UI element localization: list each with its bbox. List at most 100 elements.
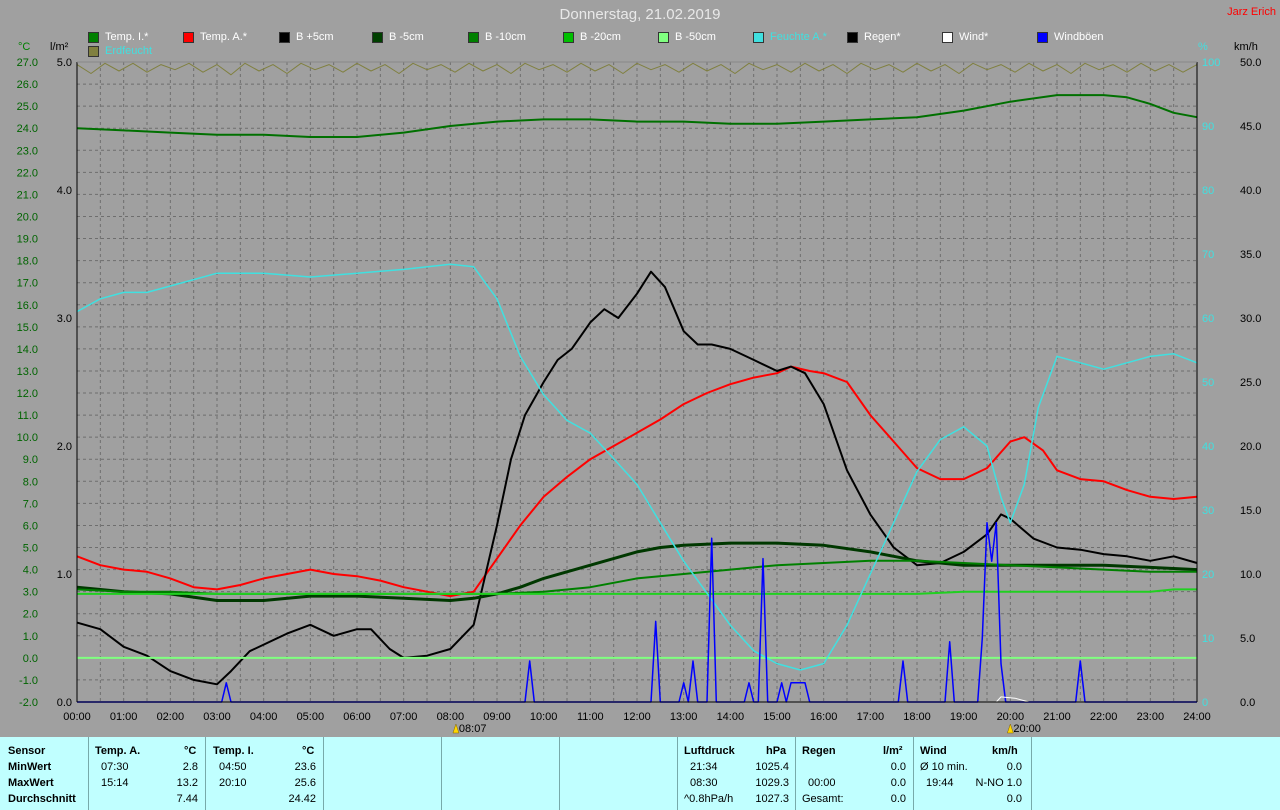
pressure-max-value: 1029.3 (755, 777, 789, 789)
humidity-tick-label: 20 (1202, 569, 1214, 581)
legend-swatch (183, 31, 194, 43)
series-line (76, 263, 1198, 671)
wind-tick-label: 35.0 (1240, 249, 1261, 261)
rain-total-value: 0.0 (890, 793, 906, 805)
pressure-trend: ^0.8hPa/h (684, 793, 734, 805)
sun-marker-icon (452, 723, 460, 734)
humidity-tick-label: 10 (1202, 633, 1214, 645)
wind-avg-value: 0.0 (1006, 761, 1022, 773)
legend-item: B -50cm (658, 31, 716, 43)
time-tick-label: 19:00 (950, 711, 978, 723)
temp-a-min-value: 2.8 (182, 761, 198, 773)
series-line (995, 696, 1030, 703)
rain-current-value: 0.0 (890, 761, 906, 773)
temp-tick-label: 15.0 (17, 322, 38, 334)
time-tick-label: 08:00 (437, 711, 465, 723)
humidity-tick-label: 80 (1202, 185, 1214, 197)
wind-tick-label: 25.0 (1240, 377, 1261, 389)
temp-a-unit: °C (184, 745, 197, 757)
legend-label: Temp. I.* (105, 31, 149, 43)
time-tick-label: 12:00 (623, 711, 651, 723)
legend-swatch (753, 31, 764, 43)
temp-tick-label: 11.0 (17, 410, 38, 422)
time-tick-label: 17:00 (857, 711, 885, 723)
legend-label: B +5cm (296, 31, 334, 43)
legend-swatch (563, 31, 574, 43)
rain-tick-label: 5.0 (57, 57, 72, 69)
author-label: Jarz Erich (1227, 6, 1276, 18)
temp-i-avg-value: 24.42 (288, 793, 316, 805)
humidity-tick-label: 40 (1202, 441, 1214, 453)
legend-swatch (658, 31, 669, 43)
humidity-tick-label: 100 (1202, 57, 1220, 69)
temp-tick-label: 17.0 (17, 278, 38, 290)
wind-header: Wind (920, 745, 947, 757)
temp-a-min-time: 07:30 (101, 761, 129, 773)
pressure-header: Luftdruck (684, 745, 735, 757)
legend-item: Windböen (1037, 31, 1104, 43)
temp-tick-label: 5.0 (23, 543, 38, 555)
temp-tick-label: 3.0 (23, 587, 38, 599)
rain-unit: l/m² (883, 745, 903, 757)
temp-tick-label: 0.0 (23, 653, 38, 665)
legend-swatch (372, 31, 383, 43)
legend-swatch (88, 31, 99, 43)
time-tick-label: 15:00 (763, 711, 791, 723)
page-title: Donnerstag, 21.02.2019 (559, 6, 721, 23)
time-tick-label: 01:00 (110, 711, 138, 723)
time-tick-label: 14:00 (717, 711, 745, 723)
temp-tick-label: 21.0 (17, 189, 38, 201)
rain-tick-label: 1.0 (57, 569, 72, 581)
legend-label: Feuchte A.* (770, 31, 827, 43)
temp-tick-label: 10.0 (17, 432, 38, 444)
pressure-avg-value: 1027.3 (755, 793, 789, 805)
series-line (76, 62, 1198, 76)
legend-label: Erdfeucht (105, 45, 153, 57)
row-label-min: MinWert (8, 761, 52, 773)
row-label-max: MaxWert (8, 777, 54, 789)
time-tick-label: 18:00 (903, 711, 931, 723)
time-tick-label: 03:00 (203, 711, 231, 723)
wind-avg-label: Ø 10 min. (920, 761, 968, 773)
temp-i-max-value: 25.6 (294, 777, 316, 789)
wind-tick-label: 15.0 (1240, 505, 1261, 517)
temp-tick-label: 12.0 (17, 388, 38, 400)
time-tick-label: 16:00 (810, 711, 838, 723)
rain-tick-label: 2.0 (57, 441, 72, 453)
series-line (76, 270, 1198, 686)
legend-item: B +5cm (279, 31, 334, 43)
time-tick-label: 04:00 (250, 711, 278, 723)
row-label-avg: Durchschnitt (8, 793, 76, 805)
legend-label: B -50cm (675, 31, 716, 43)
temp-tick-label: 22.0 (17, 167, 38, 179)
temp-tick-label: 2.0 (23, 609, 38, 621)
wind-max-time: 19:44 (926, 777, 954, 789)
temp-i-unit: °C (302, 745, 315, 757)
wind-tick-label: 5.0 (1240, 633, 1255, 645)
temp-a-avg-value: 7.44 (176, 793, 198, 805)
wind-tick-label: 40.0 (1240, 185, 1261, 197)
time-tick-label: 02:00 (157, 711, 185, 723)
legend-label: Regen* (864, 31, 901, 43)
temp-tick-label: 14.0 (17, 344, 38, 356)
wind-unit-label: km/h (1234, 41, 1258, 53)
sun-marker-label: 08:07 (459, 723, 487, 735)
temp-tick-label: 27.0 (17, 57, 38, 69)
legend-item: Temp. A.* (183, 31, 247, 43)
humidity-tick-label: 60 (1202, 313, 1214, 325)
wind-tick-label: 0.0 (1240, 697, 1255, 709)
legend-item: Feuchte A.* (753, 31, 827, 43)
time-tick-label: 09:00 (483, 711, 511, 723)
legend-swatch (847, 31, 858, 43)
time-tick-label: 23:00 (1137, 711, 1165, 723)
time-tick-label: 21:00 (1043, 711, 1071, 723)
weather-chart: -2.0 -1.0 0.0 1.0 2.0 3.0 4.0 5.0 6.0 7.0 8.0 9.0 10… (17, 57, 1262, 735)
temp-tick-label: 26.0 (17, 79, 38, 91)
temp-i-min-value: 23.6 (294, 761, 316, 773)
series-line (76, 541, 1198, 602)
sensor-header: Sensor (8, 745, 46, 757)
legend-label: B -10cm (485, 31, 526, 43)
humidity-tick-label: 30 (1202, 505, 1214, 517)
pressure-unit: hPa (766, 745, 787, 757)
pressure-max-time: 08:30 (690, 777, 718, 789)
